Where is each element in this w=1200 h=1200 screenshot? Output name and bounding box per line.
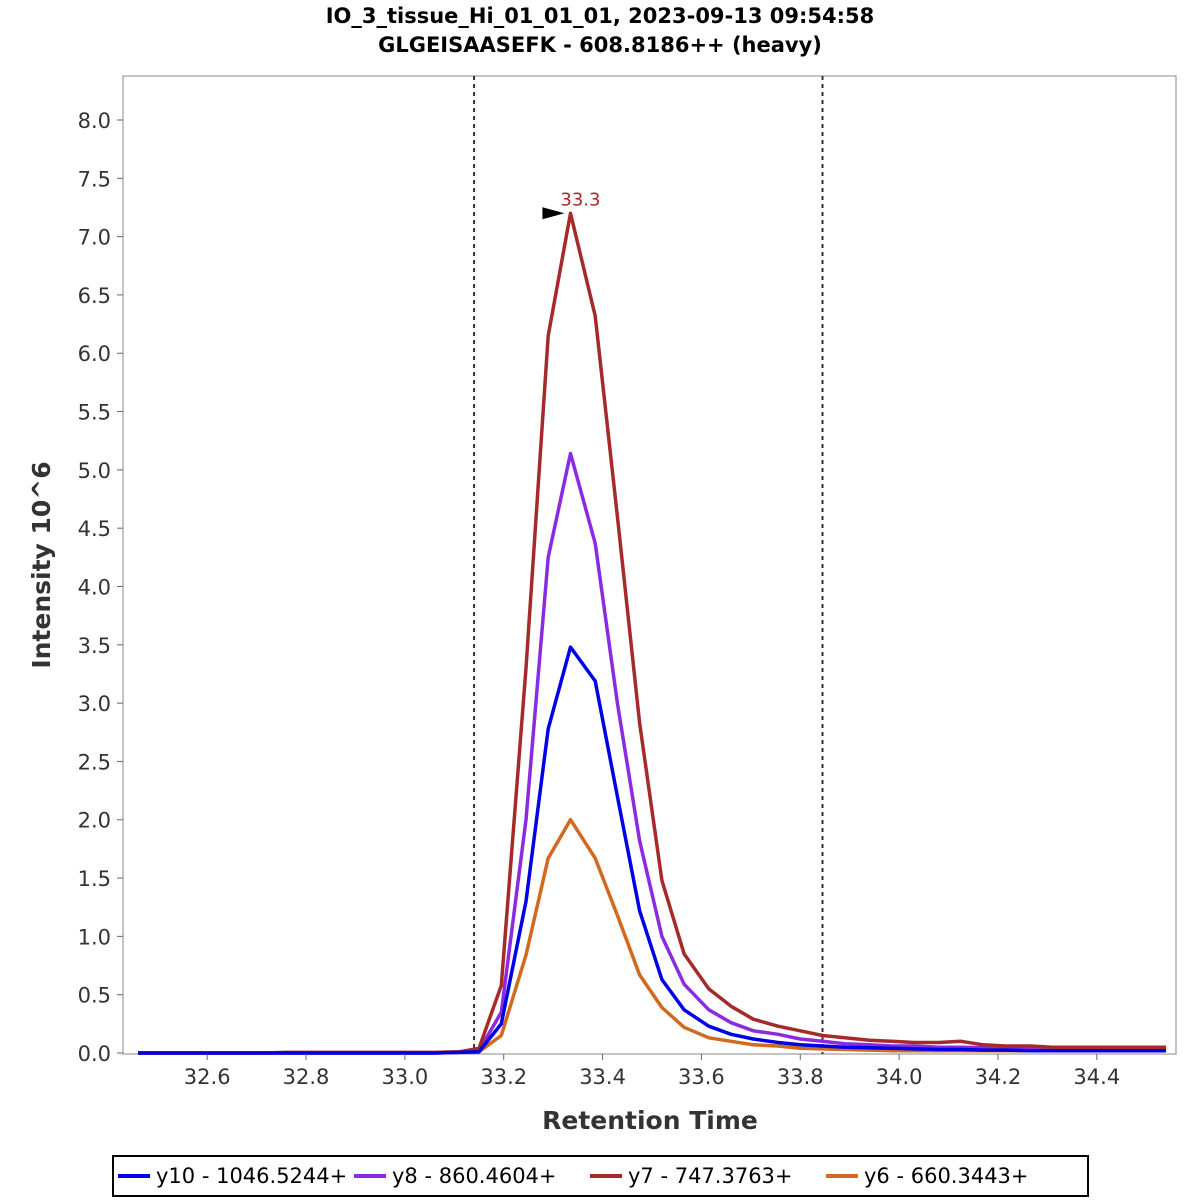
legend-label: y8 - 860.4604+ — [392, 1164, 557, 1188]
y-tick-label: 5.0 — [78, 459, 111, 483]
y-tick-label: 3.0 — [78, 692, 111, 716]
series-line-y10 — [138, 645, 1166, 1055]
x-tick-label: 34.2 — [975, 1065, 1022, 1089]
y-tick-label: 1.0 — [78, 925, 111, 949]
chart-subtitle: GLGEISAASEFK - 608.8186++ (heavy) — [378, 33, 822, 57]
legend-label: y10 - 1046.5244+ — [156, 1164, 347, 1188]
x-axis-label: Retention Time — [542, 1106, 758, 1135]
y-axis-label: Intensity 10^6 — [27, 461, 56, 668]
chart-title: IO_3_tissue_Hi_01_01_01, 2023-09-13 09:5… — [326, 4, 875, 28]
x-tick-label: 33.8 — [777, 1065, 824, 1089]
y-tick-label: 0.0 — [78, 1042, 111, 1066]
x-tick-label: 33.2 — [480, 1065, 527, 1089]
x-tick-label: 34.4 — [1073, 1065, 1120, 1089]
x-tick-label: 34.0 — [876, 1065, 923, 1089]
x-tick-label: 33.0 — [382, 1065, 429, 1089]
legend-item: y7 - 747.3763+ — [590, 1164, 793, 1188]
legend-item: y10 - 1046.5244+ — [118, 1164, 347, 1188]
legend-label: y7 - 747.3763+ — [628, 1164, 793, 1188]
y-tick-label: 7.5 — [78, 167, 111, 191]
y-tick-label: 0.5 — [78, 984, 111, 1008]
legend-item: y8 - 860.4604+ — [354, 1164, 557, 1188]
y-tick-label: 5.5 — [78, 401, 111, 425]
legend-label: y6 - 660.3443+ — [864, 1164, 1029, 1188]
y-tick-label: 6.5 — [78, 284, 111, 308]
peak-label: 33.3 — [560, 189, 600, 210]
y-tick-label: 2.0 — [78, 809, 111, 833]
y-tick-label: 2.5 — [78, 750, 111, 774]
peak-marker-arrow — [542, 207, 565, 220]
y-tick-label: 6.0 — [78, 342, 111, 366]
x-tick-label: 33.6 — [678, 1065, 725, 1089]
y-tick-label: 8.0 — [78, 109, 111, 133]
y-tick-label: 1.5 — [78, 867, 111, 891]
plot-area — [122, 75, 1177, 1055]
legend-item: y6 - 660.3443+ — [826, 1164, 1029, 1188]
y-tick-label: 4.5 — [78, 517, 111, 541]
y-tick-label: 7.0 — [78, 226, 111, 250]
y-tick-label: 3.5 — [78, 634, 111, 658]
x-tick-label: 32.8 — [283, 1065, 330, 1089]
x-tick-label: 33.4 — [579, 1065, 626, 1089]
x-tick-label: 32.6 — [184, 1065, 231, 1089]
y-tick-label: 4.0 — [78, 575, 111, 599]
